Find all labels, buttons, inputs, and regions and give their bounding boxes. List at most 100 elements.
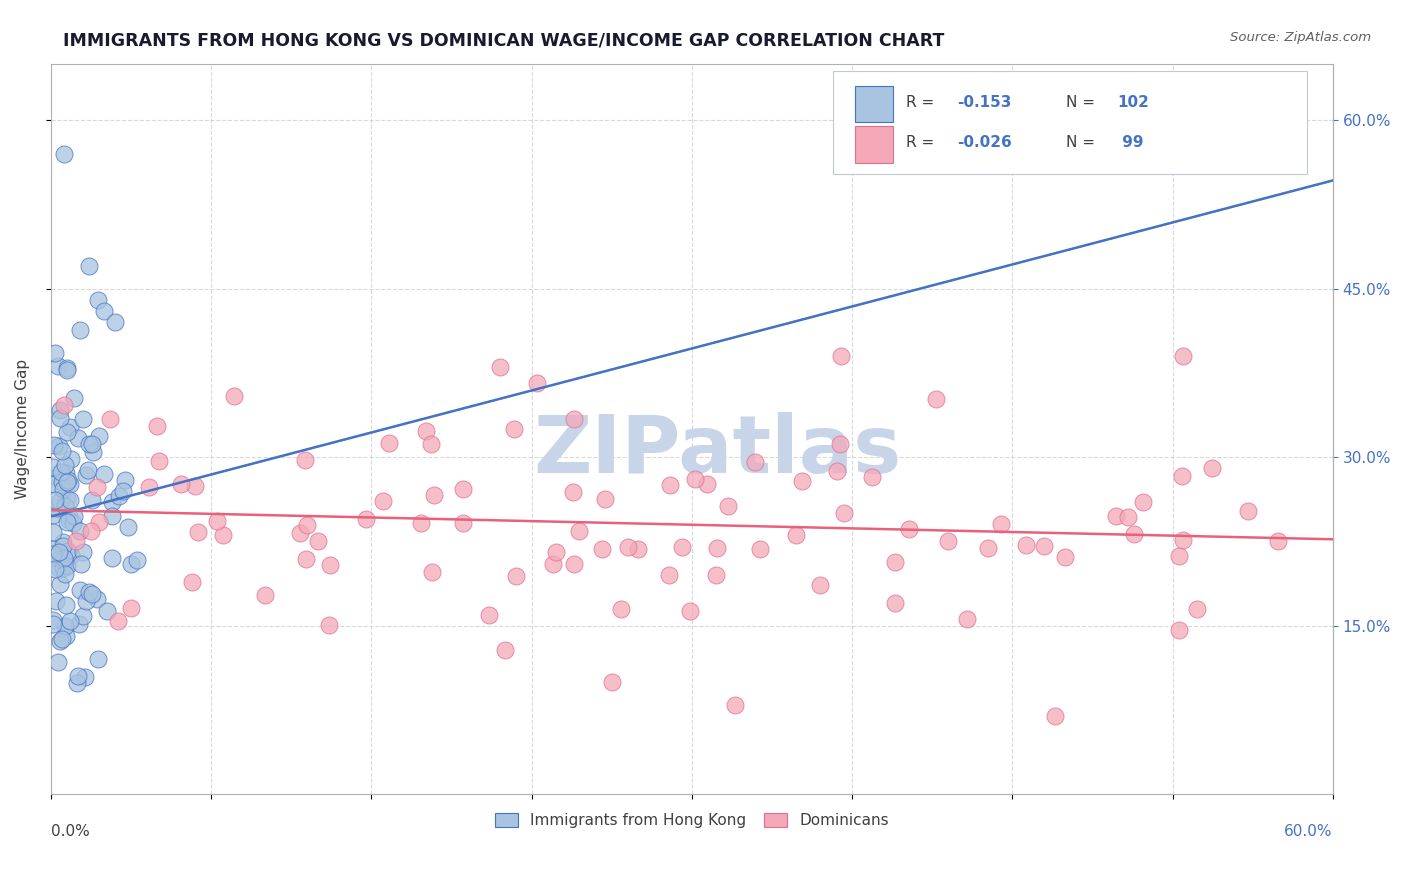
Point (254, 588, 277, 602)
Text: R =: R = (905, 136, 939, 151)
Text: N =: N = (1066, 95, 1099, 111)
Point (56, 360, 79, 375)
Point (562, 557, 585, 571)
Point (832, 506, 855, 520)
Text: ZIPatlas: ZIPatlas (533, 412, 901, 490)
Point (100, 508, 122, 523)
Legend: Immigrants from Hong Kong, Dominicans: Immigrants from Hong Kong, Dominicans (488, 807, 896, 834)
Text: R =: R = (905, 95, 939, 111)
Point (77, 585, 100, 599)
Point (1267, 533, 1289, 548)
Point (1122, 527, 1144, 541)
Point (72, 411, 94, 425)
Point (53, 500, 76, 514)
Point (488, 360, 510, 375)
FancyBboxPatch shape (832, 71, 1308, 174)
Point (825, 464, 848, 478)
Point (294, 453, 316, 467)
Point (42, 614, 65, 628)
Point (53, 566, 76, 581)
Point (976, 541, 998, 555)
Point (52, 398, 75, 412)
Point (706, 541, 728, 555)
Point (749, 541, 772, 556)
Text: 0.0%: 0.0% (51, 823, 90, 838)
Point (42, 541, 65, 556)
Point (295, 518, 318, 533)
Point (785, 528, 807, 542)
Point (494, 643, 516, 657)
Point (453, 516, 475, 530)
Point (44, 345, 66, 359)
Point (744, 455, 766, 469)
Point (44, 561, 66, 575)
Point (52, 147, 75, 161)
Point (830, 437, 852, 451)
Point (87, 293, 110, 307)
Point (138, 480, 160, 494)
Point (696, 477, 718, 491)
Point (658, 568, 681, 582)
Point (42, 617, 65, 632)
Point (990, 517, 1012, 532)
Point (56, 363, 79, 377)
Point (1033, 539, 1056, 553)
Point (1168, 624, 1191, 638)
Point (75, 594, 97, 608)
Point (48, 577, 70, 591)
Point (53, 458, 76, 472)
Point (58, 509, 80, 524)
Point (49, 411, 72, 425)
Point (808, 577, 831, 591)
Point (77, 463, 100, 477)
Point (600, 675, 623, 690)
Point (51, 444, 73, 458)
Point (52, 534, 75, 549)
Point (51, 475, 73, 489)
Point (830, 349, 852, 363)
Point (42, 525, 65, 540)
Point (80, 492, 103, 507)
Point (884, 555, 907, 569)
Point (87, 652, 110, 666)
Text: 60.0%: 60.0% (1284, 823, 1333, 838)
Point (59, 420, 82, 434)
Point (52, 560, 75, 574)
Point (65, 533, 87, 548)
Point (56, 544, 79, 558)
Point (72, 545, 94, 559)
Point (562, 485, 585, 500)
Point (79, 524, 101, 539)
Point (101, 551, 124, 566)
Point (411, 516, 433, 530)
Point (67, 668, 90, 682)
Point (546, 545, 568, 559)
Point (423, 488, 446, 502)
Point (114, 474, 136, 488)
Point (44, 438, 66, 452)
Point (59, 477, 82, 491)
Point (307, 534, 329, 549)
Point (478, 607, 501, 622)
Point (627, 541, 650, 556)
Point (671, 541, 693, 555)
Point (415, 424, 437, 438)
Point (1168, 549, 1191, 564)
Point (610, 602, 633, 616)
Point (67, 616, 90, 631)
Point (46, 470, 69, 484)
Point (717, 499, 740, 513)
Point (1171, 533, 1194, 548)
Point (205, 514, 228, 528)
Point (295, 551, 318, 566)
Point (1201, 461, 1223, 475)
Point (936, 534, 959, 549)
Point (146, 418, 169, 433)
Point (354, 511, 377, 525)
Point (1132, 495, 1154, 509)
Point (222, 389, 245, 403)
Point (59, 492, 82, 507)
Point (42, 547, 65, 561)
Point (42, 460, 65, 475)
Text: IMMIGRANTS FROM HONG KONG VS DOMINICAN WAGE/INCOME GAP CORRELATION CHART: IMMIGRANTS FROM HONG KONG VS DOMINICAN W… (63, 31, 945, 49)
